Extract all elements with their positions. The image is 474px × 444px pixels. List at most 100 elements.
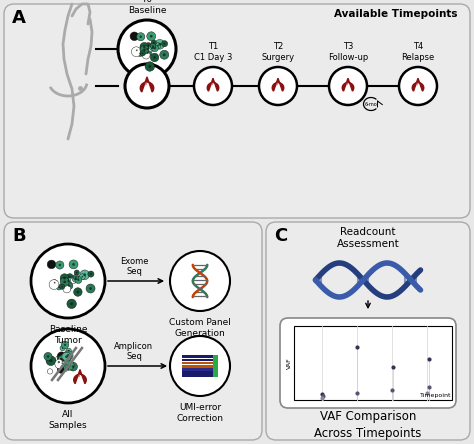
Circle shape bbox=[47, 260, 56, 269]
Circle shape bbox=[72, 263, 75, 266]
Circle shape bbox=[69, 260, 78, 269]
Circle shape bbox=[137, 33, 145, 41]
Circle shape bbox=[60, 357, 67, 364]
Circle shape bbox=[259, 67, 297, 105]
Circle shape bbox=[82, 276, 83, 278]
Circle shape bbox=[49, 359, 52, 362]
Circle shape bbox=[399, 67, 437, 105]
Circle shape bbox=[55, 359, 64, 369]
Circle shape bbox=[68, 350, 70, 352]
Circle shape bbox=[137, 51, 143, 56]
Text: 6-mo: 6-mo bbox=[365, 102, 377, 107]
Circle shape bbox=[153, 42, 155, 44]
Circle shape bbox=[150, 35, 153, 38]
Circle shape bbox=[69, 276, 71, 278]
Circle shape bbox=[144, 49, 152, 56]
Circle shape bbox=[73, 274, 79, 280]
Polygon shape bbox=[207, 78, 219, 91]
Circle shape bbox=[67, 274, 73, 280]
Bar bbox=[182, 362, 214, 365]
Circle shape bbox=[148, 65, 151, 68]
Circle shape bbox=[152, 46, 154, 48]
Circle shape bbox=[146, 52, 149, 54]
Circle shape bbox=[170, 251, 230, 311]
Circle shape bbox=[63, 285, 71, 293]
Text: All
Samples: All Samples bbox=[49, 410, 87, 430]
Text: Baseline
Tumor: Baseline Tumor bbox=[49, 325, 87, 345]
Circle shape bbox=[74, 270, 79, 275]
Circle shape bbox=[59, 358, 65, 364]
Circle shape bbox=[329, 67, 367, 105]
Circle shape bbox=[67, 354, 70, 357]
FancyBboxPatch shape bbox=[4, 222, 262, 440]
Circle shape bbox=[54, 282, 55, 284]
Circle shape bbox=[65, 367, 67, 368]
Circle shape bbox=[76, 272, 78, 274]
Circle shape bbox=[140, 43, 149, 51]
Text: A: A bbox=[12, 9, 26, 27]
Circle shape bbox=[130, 32, 139, 40]
Text: Readcount
Assessment: Readcount Assessment bbox=[337, 227, 400, 250]
Circle shape bbox=[61, 353, 71, 362]
Circle shape bbox=[142, 52, 143, 54]
Circle shape bbox=[42, 340, 84, 382]
Text: Timepoint: Timepoint bbox=[419, 393, 451, 398]
Circle shape bbox=[83, 274, 86, 276]
Circle shape bbox=[147, 45, 149, 47]
Text: B: B bbox=[12, 227, 26, 245]
Circle shape bbox=[64, 344, 66, 346]
Text: VAF Comparison
Across Timepoints: VAF Comparison Across Timepoints bbox=[314, 410, 422, 440]
Circle shape bbox=[60, 278, 69, 286]
Bar bbox=[182, 365, 214, 368]
Circle shape bbox=[58, 361, 60, 363]
Circle shape bbox=[151, 40, 156, 45]
FancyBboxPatch shape bbox=[280, 318, 456, 408]
Circle shape bbox=[44, 353, 52, 361]
Circle shape bbox=[77, 279, 80, 281]
Circle shape bbox=[70, 302, 73, 305]
Circle shape bbox=[31, 244, 105, 318]
Circle shape bbox=[155, 40, 164, 49]
Circle shape bbox=[80, 270, 90, 280]
Circle shape bbox=[73, 288, 82, 296]
Circle shape bbox=[56, 285, 62, 290]
Circle shape bbox=[88, 271, 94, 277]
Circle shape bbox=[67, 299, 76, 309]
Circle shape bbox=[158, 43, 161, 46]
Circle shape bbox=[57, 355, 65, 363]
Circle shape bbox=[155, 43, 161, 49]
Circle shape bbox=[164, 43, 165, 44]
Circle shape bbox=[86, 284, 95, 293]
Circle shape bbox=[55, 355, 64, 364]
Circle shape bbox=[57, 352, 66, 361]
Circle shape bbox=[55, 358, 63, 366]
Circle shape bbox=[89, 287, 92, 290]
FancyBboxPatch shape bbox=[4, 4, 470, 218]
Circle shape bbox=[60, 345, 65, 351]
Text: T4
Relapse: T4 Relapse bbox=[401, 42, 435, 62]
Circle shape bbox=[148, 45, 155, 52]
Circle shape bbox=[60, 358, 63, 360]
Polygon shape bbox=[417, 83, 418, 85]
Circle shape bbox=[59, 360, 66, 367]
Circle shape bbox=[153, 56, 156, 59]
Circle shape bbox=[144, 45, 151, 53]
Circle shape bbox=[72, 365, 74, 368]
Circle shape bbox=[74, 278, 77, 280]
Circle shape bbox=[140, 45, 149, 54]
Circle shape bbox=[60, 274, 69, 282]
Circle shape bbox=[75, 277, 82, 283]
Text: Available Timepoints: Available Timepoints bbox=[335, 9, 458, 19]
Circle shape bbox=[64, 281, 66, 283]
Polygon shape bbox=[74, 369, 86, 384]
Circle shape bbox=[61, 362, 70, 372]
Circle shape bbox=[63, 277, 66, 279]
Circle shape bbox=[64, 361, 74, 370]
Polygon shape bbox=[412, 78, 424, 91]
Text: T3
Follow-up: T3 Follow-up bbox=[328, 42, 368, 62]
Polygon shape bbox=[272, 78, 284, 91]
Text: C: C bbox=[274, 227, 287, 245]
Circle shape bbox=[65, 282, 73, 289]
Bar bbox=[182, 358, 214, 361]
Circle shape bbox=[77, 291, 79, 293]
